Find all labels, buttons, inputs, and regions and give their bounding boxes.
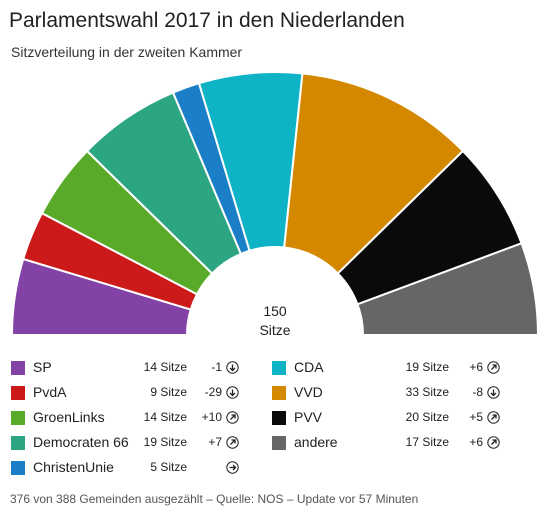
legend-party-name: PVV — [294, 409, 323, 425]
legend-seats: 19 Sitze — [143, 435, 187, 449]
legend-seats: 20 Sitze — [405, 410, 449, 424]
legend-party-name: andere — [294, 434, 338, 450]
legend-seat-change: -8 — [472, 385, 483, 399]
legend-party-name: ChristenUnie — [33, 459, 114, 475]
legend-party-name: PvdA — [33, 384, 67, 400]
legend-item-cda[interactable]: CDA 19 Sitze +6 — [272, 359, 504, 377]
legend-seats: 14 Sitze — [143, 360, 187, 374]
legend-party-name: GroenLinks — [33, 409, 105, 425]
legend-seat-change: -29 — [204, 385, 222, 399]
legend-swatch — [272, 361, 286, 375]
arrow-up-right-icon — [487, 411, 500, 424]
arrow-right-icon — [226, 461, 239, 474]
segment-andere[interactable] — [356, 242, 540, 336]
arrow-down-icon — [226, 386, 239, 399]
legend-swatch — [272, 436, 286, 450]
legend-item-pvv[interactable]: PVV 20 Sitze +5 — [272, 409, 504, 427]
arrow-up-right-icon — [487, 361, 500, 374]
legend-seat-change: +5 — [469, 410, 483, 424]
legend-seats: 14 Sitze — [143, 410, 187, 424]
legend-swatch — [11, 411, 25, 425]
legend-item-pvda[interactable]: PvdA 9 Sitze -29 — [11, 384, 243, 402]
legend-swatch — [11, 436, 25, 450]
legend-party-name: SP — [33, 359, 52, 375]
legend-swatch — [272, 386, 286, 400]
arrow-up-right-icon — [226, 436, 239, 449]
legend-seats: 17 Sitze — [405, 435, 449, 449]
total-seats-unit: Sitze — [259, 322, 291, 338]
legend-party-name: Democraten 66 — [33, 434, 129, 450]
legend-seats: 19 Sitze — [405, 360, 449, 374]
legend-seats: 9 Sitze — [150, 385, 187, 399]
total-seats: 150 — [263, 303, 287, 319]
legend-seat-change: +7 — [208, 435, 222, 449]
arrow-up-right-icon — [226, 411, 239, 424]
legend-swatch — [11, 386, 25, 400]
legend-item-andere[interactable]: andere 17 Sitze +6 — [272, 434, 504, 452]
legend-party-name: VVD — [294, 384, 323, 400]
legend-swatch — [11, 361, 25, 375]
chart-title: Parlamentswahl 2017 in den Niederlanden — [9, 9, 405, 32]
legend-item-democraten-66[interactable]: Democraten 66 19 Sitze +7 — [11, 434, 243, 452]
legend-seat-change: +6 — [469, 435, 483, 449]
arrow-down-icon — [487, 386, 500, 399]
center-label: 150 Sitze — [235, 302, 315, 340]
legend-seats: 5 Sitze — [150, 460, 187, 474]
legend-swatch — [11, 461, 25, 475]
legend-item-vvd[interactable]: VVD 33 Sitze -8 — [272, 384, 504, 402]
legend-party-name: CDA — [294, 359, 324, 375]
legend-seat-change: +10 — [201, 410, 222, 424]
arrow-down-icon — [226, 361, 239, 374]
legend-swatch — [272, 411, 286, 425]
segment-vvd[interactable] — [283, 72, 465, 275]
footer-source: 376 von 388 Gemeinden ausgezählt – Quell… — [10, 492, 419, 506]
legend-item-sp[interactable]: SP 14 Sitze -1 — [11, 359, 243, 377]
arrow-up-right-icon — [487, 436, 500, 449]
legend-seats: 33 Sitze — [405, 385, 449, 399]
legend-item-groenlinks[interactable]: GroenLinks 14 Sitze +10 — [11, 409, 243, 427]
legend-seat-change: +6 — [469, 360, 483, 374]
legend-seat-change: -1 — [211, 360, 222, 374]
chart-subtitle: Sitzverteilung in der zweiten Kammer — [11, 44, 243, 60]
legend-item-christenunie[interactable]: ChristenUnie 5 Sitze — [11, 459, 243, 477]
